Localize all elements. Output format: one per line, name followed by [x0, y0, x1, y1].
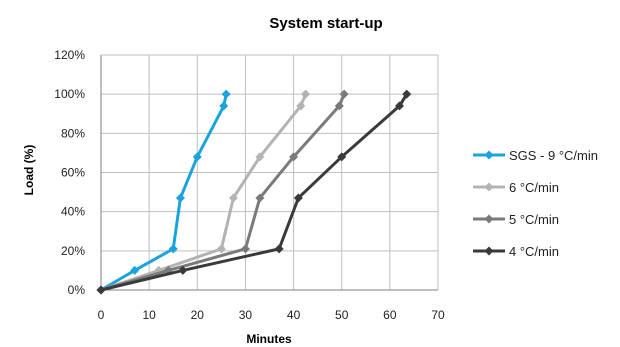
- data-point: [175, 193, 185, 203]
- data-point: [216, 244, 226, 254]
- series-group: [96, 89, 412, 295]
- x-tick-label: 20: [191, 308, 205, 322]
- legend-label: 6 °C/min: [509, 180, 559, 195]
- series-line: [100, 93, 408, 292]
- x-tick-label: 70: [431, 308, 445, 322]
- data-point: [228, 193, 238, 203]
- x-tick-label: 30: [239, 308, 253, 322]
- y-tick-label: 80%: [61, 126, 85, 140]
- data-point: [130, 265, 140, 275]
- series-layer: [96, 89, 412, 295]
- legend-label: 5 °C/min: [509, 212, 559, 227]
- series-group: [96, 89, 311, 295]
- y-tick-label: 0%: [68, 283, 86, 297]
- data-point: [240, 244, 250, 254]
- legend-item: 5 °C/min: [473, 212, 559, 227]
- y-tick-label: 100%: [54, 87, 85, 101]
- data-point: [289, 152, 299, 162]
- legend-swatch-marker: [484, 150, 494, 160]
- axis-layer: 0 10 20 30 40 50 60 70 0% 20% 40% 60% 80% 100% 120%: [54, 48, 445, 322]
- data-point: [334, 101, 344, 111]
- legend-swatch-marker: [484, 182, 494, 192]
- data-point: [274, 244, 284, 254]
- chart-title: System start-up: [269, 15, 382, 32]
- y-tick-label: 120%: [54, 48, 85, 62]
- data-point: [339, 89, 349, 99]
- series-group: [96, 89, 349, 295]
- x-tick-label: 40: [287, 308, 301, 322]
- legend-swatch-marker: [484, 214, 494, 224]
- data-point: [221, 89, 231, 99]
- x-axis-label: Minutes: [246, 332, 292, 346]
- legend-label: SGS - 9 °C/min: [509, 148, 598, 163]
- data-point: [219, 101, 229, 111]
- legend-item: 4 °C/min: [473, 244, 559, 259]
- legend-item: SGS - 9 °C/min: [473, 148, 598, 163]
- y-tick-label: 40%: [61, 205, 85, 219]
- y-tick-label: 60%: [61, 166, 85, 180]
- data-point: [255, 193, 265, 203]
- data-point: [301, 89, 311, 99]
- x-tick-label: 50: [335, 308, 349, 322]
- data-point: [337, 152, 347, 162]
- data-point: [96, 285, 106, 295]
- legend-swatch-marker: [484, 246, 494, 256]
- x-tick-label: 10: [142, 308, 156, 322]
- x-tick-label: 0: [98, 308, 105, 322]
- data-point: [178, 265, 188, 275]
- x-tick-label: 60: [383, 308, 397, 322]
- grid-layer: [101, 54, 439, 290]
- data-point: [293, 193, 303, 203]
- y-axis-label: Load (%): [22, 145, 36, 196]
- y-tick-label: 20%: [61, 244, 85, 258]
- data-point: [255, 152, 265, 162]
- data-point: [192, 152, 202, 162]
- data-point: [296, 101, 306, 111]
- legend-item: 6 °C/min: [473, 180, 559, 195]
- legend-label: 4 °C/min: [509, 244, 559, 259]
- legend: SGS - 9 °C/min 6 °C/min 5 °C/min 4 °C/min: [473, 148, 598, 259]
- data-point: [394, 101, 404, 111]
- data-point: [168, 244, 178, 254]
- data-point: [402, 89, 412, 99]
